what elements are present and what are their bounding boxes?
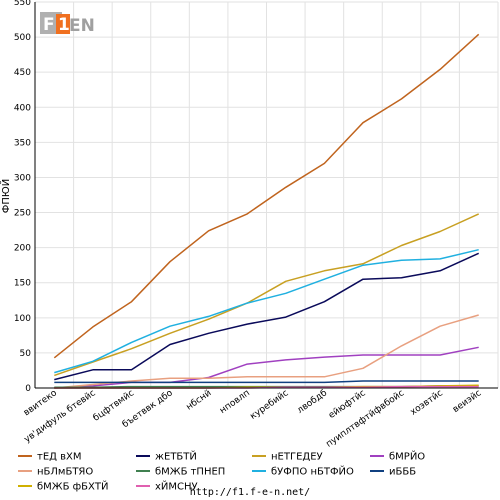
legend-item: тЕД вХМ: [18, 452, 82, 463]
y-tick-label: 200: [14, 244, 31, 254]
y-tick-label: 350: [14, 138, 31, 148]
y-tick-label: 300: [14, 173, 31, 183]
legend-label: жЕТБТЙ: [155, 450, 197, 463]
legend-item: бМРЙО: [370, 450, 425, 463]
logo-box-accent: [56, 14, 70, 34]
legend-item: жЕТБТЙ: [136, 450, 197, 463]
logo-digit: 1: [58, 15, 70, 35]
legend-item: бМЖБ фБХТЙ: [18, 480, 108, 493]
series-line-6: [54, 248, 479, 374]
legend-item: нЕТГЕДЕУ: [252, 452, 323, 463]
series-line-4: [54, 314, 479, 389]
legend-label: бМРЙО: [389, 450, 425, 463]
legend-label: нЕТГЕДЕУ: [271, 452, 323, 463]
legend-item: бМЖБ тПНЕП: [136, 467, 225, 478]
series-line-0: [53, 33, 480, 359]
legend-label: бУФПО нБТФЙО: [271, 465, 354, 478]
series-line-2: [54, 213, 480, 377]
series-line-7: [54, 380, 479, 384]
legend-label: бМЖБ фБХТЙ: [37, 480, 108, 493]
legend: тЕД вХМ жЕТБТЙ нЕТГЕДЕУ бМРЙО нБЛмБТЯО бМЖБ т…: [18, 450, 425, 493]
legend-label: нБЛмБТЯО: [37, 467, 93, 478]
y-tick-label: 100: [14, 314, 31, 324]
f1en-logo: F 1 EN: [40, 12, 95, 36]
y-axis-ticks: 0 50 100 150 200 250 300 350 400 450 500 550: [14, 0, 31, 394]
legend-item: нБЛмБТЯО: [18, 467, 93, 478]
y-axis-label: ФПЮЙ: [0, 179, 12, 213]
y-tick-label: 500: [14, 33, 31, 43]
y-tick-label: 150: [14, 279, 31, 289]
legend-item: хЙМСНУ: [136, 480, 198, 493]
legend-label: хЙМСНУ: [155, 480, 198, 493]
y-tick-label: 0: [25, 384, 31, 394]
y-tick-label: 250: [14, 209, 31, 219]
y-tick-label: 50: [20, 349, 32, 359]
legend-label: иБББ: [389, 467, 416, 478]
logo-letters-en: EN: [69, 16, 95, 36]
logo-letter-f: F: [43, 15, 55, 35]
legend-label: бМЖБ тПНЕП: [155, 467, 225, 478]
legend-item: бУФПО нБТФЙО: [252, 465, 354, 478]
legend-label: тЕД вХМ: [37, 452, 82, 463]
legend-item: иБББ: [370, 467, 416, 478]
y-tick-label: 450: [14, 68, 31, 78]
y-tick-label: 400: [14, 103, 31, 113]
y-tick-label: 550: [14, 0, 31, 8]
series-line-1: [54, 252, 480, 381]
footer-url[interactable]: http://f1.f-e-n.net/: [190, 487, 310, 498]
